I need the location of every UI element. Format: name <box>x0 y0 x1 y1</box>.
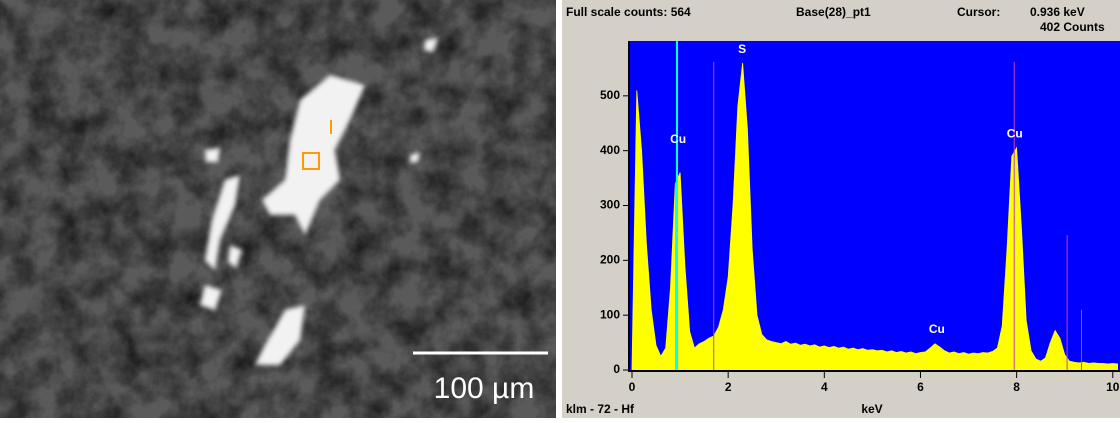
peak-label: Cu <box>670 132 686 146</box>
y-tick-label: 300 <box>600 198 620 212</box>
y-tick-label: 500 <box>600 88 620 102</box>
spectrum-area <box>631 62 1118 371</box>
y-tick-label: 400 <box>600 143 620 157</box>
full-scale: Full scale counts: 564 <box>566 5 691 19</box>
cursor-counts: 402 Counts <box>1040 20 1105 34</box>
cursor-value: 0.936 keV <box>1030 5 1085 19</box>
scale-label: 100 µm <box>434 372 535 405</box>
x-tick-label: 2 <box>725 380 732 394</box>
x-axis-label: keV <box>861 402 882 416</box>
peak-label: S <box>738 42 746 56</box>
x-tick-label: 8 <box>1013 380 1020 394</box>
y-tick-label: 0 <box>613 362 620 376</box>
x-tick-label: 10 <box>1106 380 1120 394</box>
y-tick-label: 200 <box>600 253 620 267</box>
cursor-title: Cursor: <box>957 5 1000 19</box>
x-tick-label: 4 <box>821 380 828 394</box>
sem-image: 100 µm <box>0 0 556 418</box>
sample-name: Base(28)_pt1 <box>796 5 871 19</box>
footer: klm - 72 - Hf <box>566 402 635 416</box>
y-tick-label: 100 <box>600 307 620 321</box>
peak-label: Cu <box>929 322 945 336</box>
x-tick-label: 0 <box>629 380 636 394</box>
x-tick-label: 6 <box>917 380 924 394</box>
plot-background <box>629 41 1120 372</box>
peak-label: Cu <box>1007 126 1023 140</box>
